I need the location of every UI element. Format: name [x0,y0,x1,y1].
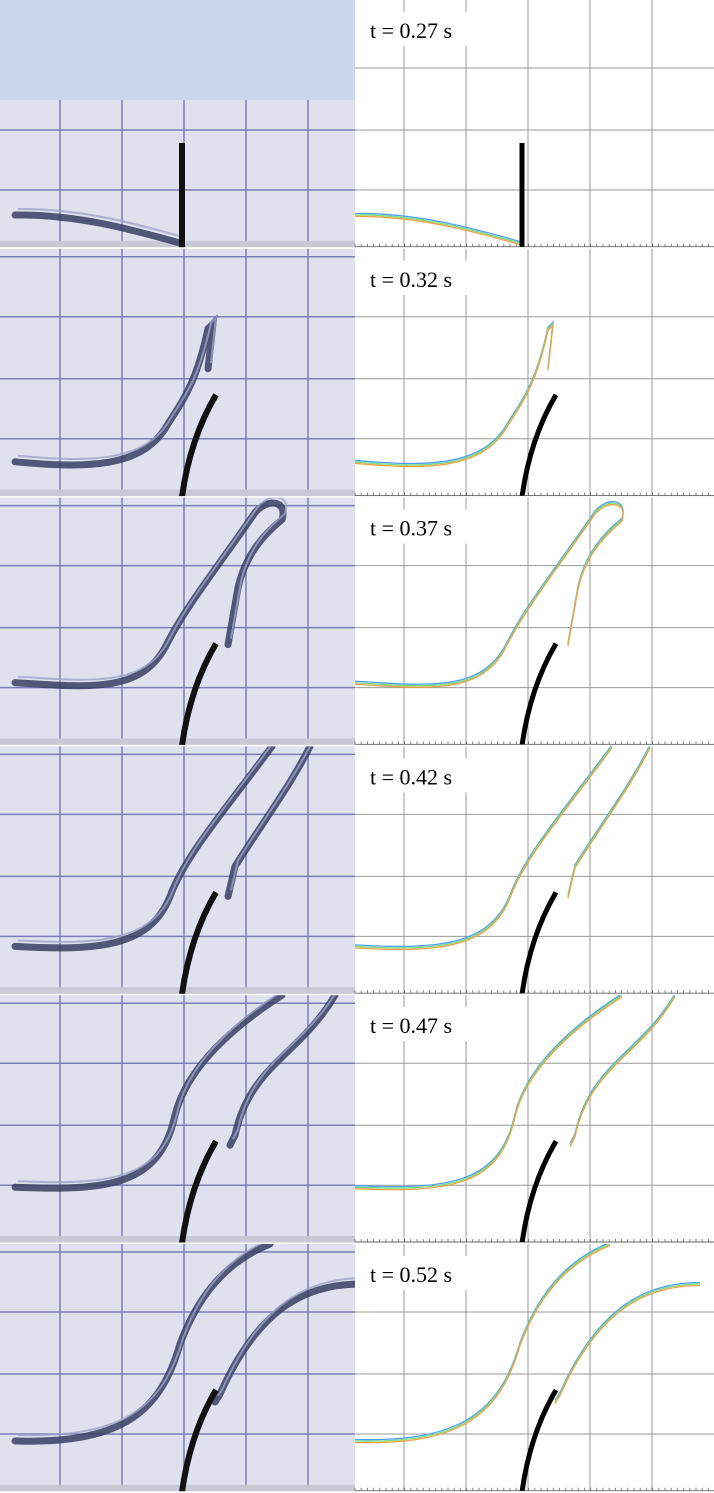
time-label: t = 0.42 s [370,764,452,789]
panel-row: t = 0.37 s [0,497,714,746]
panel-row: t = 0.47 s [0,989,714,1244]
time-label: t = 0.47 s [370,1013,452,1038]
photo-floor [0,490,355,497]
figure: t = 0.27 s t = 0.32 s t = 0.37 s t = 0.42 s… [0,0,714,1493]
time-label: t = 0.32 s [370,267,452,292]
panel-row: t = 0.52 s [0,1238,714,1493]
photo-floor [0,1236,355,1243]
panel-row: t = 0.42 s [0,740,714,995]
panel-row: t = 0.32 s [0,249,714,498]
panel-row: t = 0.27 s [0,0,714,249]
photo [0,249,355,497]
photo-sky [0,0,355,100]
photo [0,1244,355,1492]
photo [0,746,355,994]
photo-floor [0,987,355,994]
time-label: t = 0.37 s [370,516,452,541]
time-label: t = 0.27 s [370,18,452,43]
time-label: t = 0.52 s [370,1262,452,1287]
photo-floor [0,738,355,745]
photo-floor [0,1485,355,1492]
